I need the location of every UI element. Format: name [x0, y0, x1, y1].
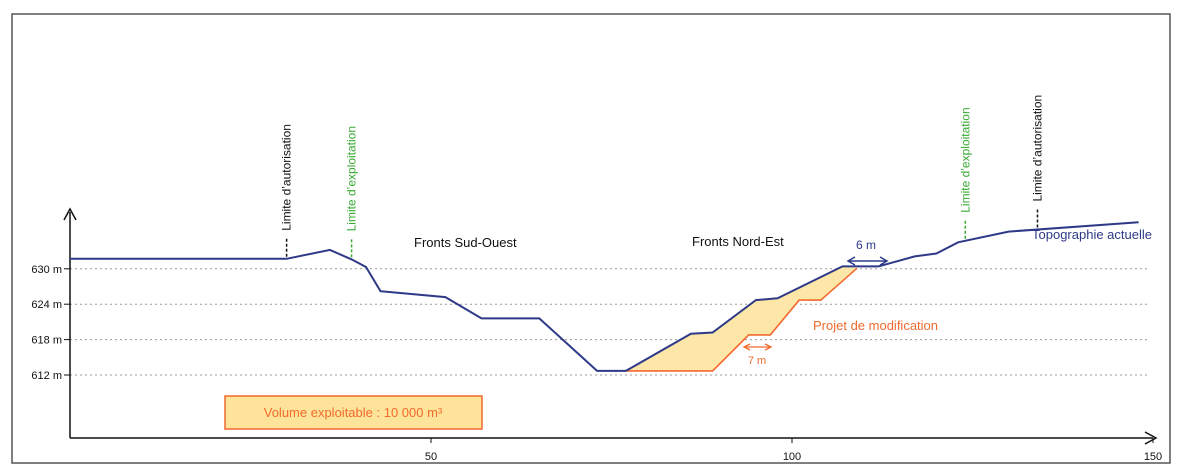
project-line — [625, 267, 858, 372]
width-bench-arrowhead-left — [742, 343, 751, 351]
topography-line — [70, 221, 1139, 372]
limit-label: Limite d’exploitation — [345, 126, 359, 231]
width-top-arrowhead-right — [879, 256, 889, 266]
project-layer — [625, 266, 858, 372]
y-tick-label: 618 m — [31, 335, 62, 347]
width-top-arrowhead-left — [846, 256, 856, 266]
x-tick-label: 50 — [425, 451, 437, 463]
y-tick-labels: 612 m 618 m 624 m 630 m — [31, 264, 70, 382]
elevation-reference-lines — [70, 268, 1150, 376]
x-tick-label: 150 — [1144, 451, 1162, 463]
width-bench-dimension: 7 m — [742, 343, 773, 367]
limit-markers: Limite d’autorisation Limite d’exploitati… — [280, 95, 1044, 258]
x-tick-label: 100 — [783, 451, 801, 463]
limit-label: Limite d’autorisation — [1030, 95, 1044, 202]
y-tick-label: 612 m — [31, 370, 62, 382]
volume-label: Volume exploitable : 10 000 m³ — [264, 405, 443, 420]
width-top-label: 6 m — [856, 238, 876, 252]
axes — [63, 207, 1158, 445]
x-axis-arrow — [1144, 431, 1158, 445]
figure-frame — [11, 13, 1171, 464]
y-tick-label: 630 m — [31, 264, 62, 276]
project-fill-area — [625, 266, 857, 371]
limit-label: Limite d’exploitation — [958, 107, 972, 212]
volume-box: Volume exploitable : 10 000 m³ — [224, 395, 483, 430]
topography-layer — [70, 221, 1139, 372]
limit-label: Limite d’autorisation — [280, 124, 294, 231]
volume-box-rect — [224, 395, 483, 430]
fronts-nord-est-label: Fronts Nord-Est — [692, 234, 784, 249]
width-bench-label: 7 m — [748, 355, 766, 367]
project-label: Projet de modification — [813, 318, 938, 333]
topography-label: Topographie actuelle — [1032, 227, 1152, 242]
x-tick-labels: 50 100 150 — [425, 438, 1162, 463]
y-tick-label: 624 m — [31, 299, 62, 311]
y-axis-arrow — [63, 207, 77, 221]
width-top-dimension: 6 m — [846, 238, 889, 266]
fronts-sud-ouest-label: Fronts Sud-Ouest — [414, 235, 517, 250]
width-bench-arrowhead-right — [764, 343, 773, 351]
